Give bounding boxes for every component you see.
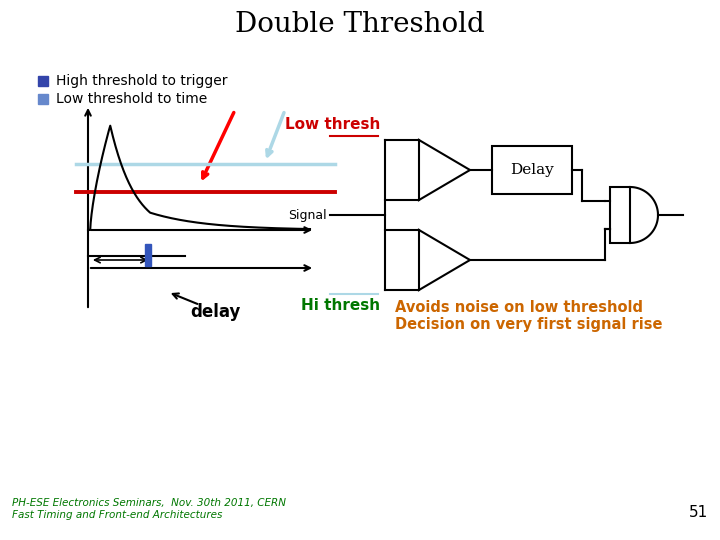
Bar [492, 146, 572, 194]
Text: Avoids noise on low threshold
Decision on very first signal rise: Avoids noise on low threshold Decision o… [395, 300, 662, 333]
Bar [38, 94, 48, 104]
Text: Low threshold to time: Low threshold to time [56, 92, 207, 106]
Text: 51: 51 [689, 505, 708, 520]
Bar [610, 187, 630, 243]
Bar [145, 244, 151, 266]
Text: Low thresh: Low thresh [284, 117, 380, 132]
Bar [38, 76, 48, 86]
Text: Hi thresh: Hi thresh [301, 298, 380, 313]
Text: Delay: Delay [510, 163, 554, 177]
Text: High threshold to trigger: High threshold to trigger [56, 74, 228, 88]
Text: delay: delay [190, 303, 240, 321]
Text: Double Threshold: Double Threshold [235, 11, 485, 38]
Text: Signal: Signal [289, 208, 327, 221]
Text: PH-ESE Electronics Seminars,  Nov. 30th 2011, CERN
Fast Timing and Front-end Arc: PH-ESE Electronics Seminars, Nov. 30th 2… [12, 498, 286, 520]
